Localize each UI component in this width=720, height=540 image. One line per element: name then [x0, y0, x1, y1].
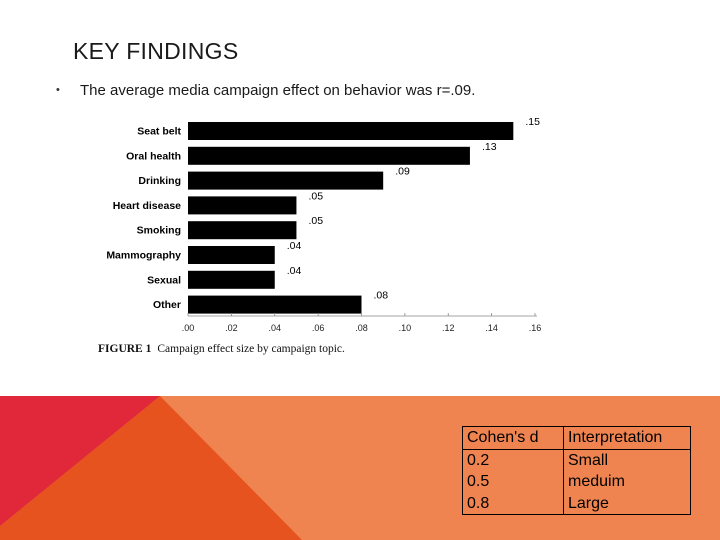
x-tick-label: .06 [312, 323, 325, 333]
bar [188, 171, 384, 190]
category-label: Seat belt [137, 126, 181, 138]
bar [188, 270, 275, 289]
deco-dark-orange-shape [0, 396, 302, 540]
category-label: Mammography [106, 250, 181, 262]
figure-caption-text: Campaign effect size by campaign topic. [157, 343, 345, 355]
bar [188, 146, 470, 165]
data-label: .04 [287, 265, 302, 277]
bar [188, 122, 514, 140]
x-tick-label: .12 [442, 323, 455, 333]
category-label: Other [153, 299, 181, 311]
category-label: Sexual [147, 274, 181, 286]
data-label: .05 [308, 190, 323, 202]
interpretation-cell: Small meduim Large [563, 448, 691, 515]
table-row: 0.2 0.5 0.8 Small meduim Large [462, 448, 691, 515]
campaign-effect-bar-chart: Seat belt .15 Oral health .13 Drinking .09 Hea… [106, 116, 542, 333]
header-interpretation: Interpretation [563, 426, 691, 450]
interpretation-value: Small [568, 451, 609, 469]
x-tick-label: .10 [399, 323, 412, 333]
category-label: Oral health [126, 150, 181, 162]
x-tick-label: .04 [268, 323, 281, 333]
bar [188, 246, 275, 264]
x-tick-label: .08 [355, 323, 368, 333]
bar [188, 221, 297, 240]
slide-title: KEY FINDINGS [73, 38, 239, 64]
x-tick-label: .00 [182, 323, 195, 333]
table-header-row: Cohen's d Interpretation [462, 426, 691, 450]
d-value: 0.8 [467, 494, 490, 512]
interpretation-value: Large [568, 494, 609, 512]
x-tick-label: .16 [529, 323, 542, 333]
x-tick-label: .14 [485, 323, 498, 333]
deco-red-shape [0, 396, 160, 526]
x-tick-label: .02 [225, 323, 238, 333]
bar [188, 196, 297, 215]
d-value: 0.2 [467, 451, 490, 469]
d-value: 0.5 [467, 473, 490, 490]
data-label: .09 [395, 166, 410, 178]
category-label: Drinking [138, 175, 181, 187]
category-label: Heart disease [113, 200, 181, 212]
data-label: .04 [287, 240, 302, 252]
data-label: .08 [374, 290, 389, 302]
category-label: Smoking [137, 225, 181, 237]
data-label: .05 [308, 215, 323, 227]
key-finding-text: The average media campaign effect on beh… [80, 82, 476, 99]
data-label: .15 [525, 116, 540, 128]
bullet-icon: • [56, 84, 60, 96]
figure-label: FIGURE 1 [98, 343, 152, 355]
figure-caption: FIGURE 1 Campaign effect size by campaign… [98, 343, 345, 355]
interpretation-value: meduim [568, 473, 625, 490]
bar [188, 295, 362, 314]
header-cohens-d: Cohen's d [462, 426, 564, 450]
d-values-cell: 0.2 0.5 0.8 [462, 448, 564, 515]
cohens-d-table: Cohen's d Interpretation 0.2 0.5 0.8 Sma… [462, 426, 691, 515]
data-label: .13 [482, 141, 497, 153]
